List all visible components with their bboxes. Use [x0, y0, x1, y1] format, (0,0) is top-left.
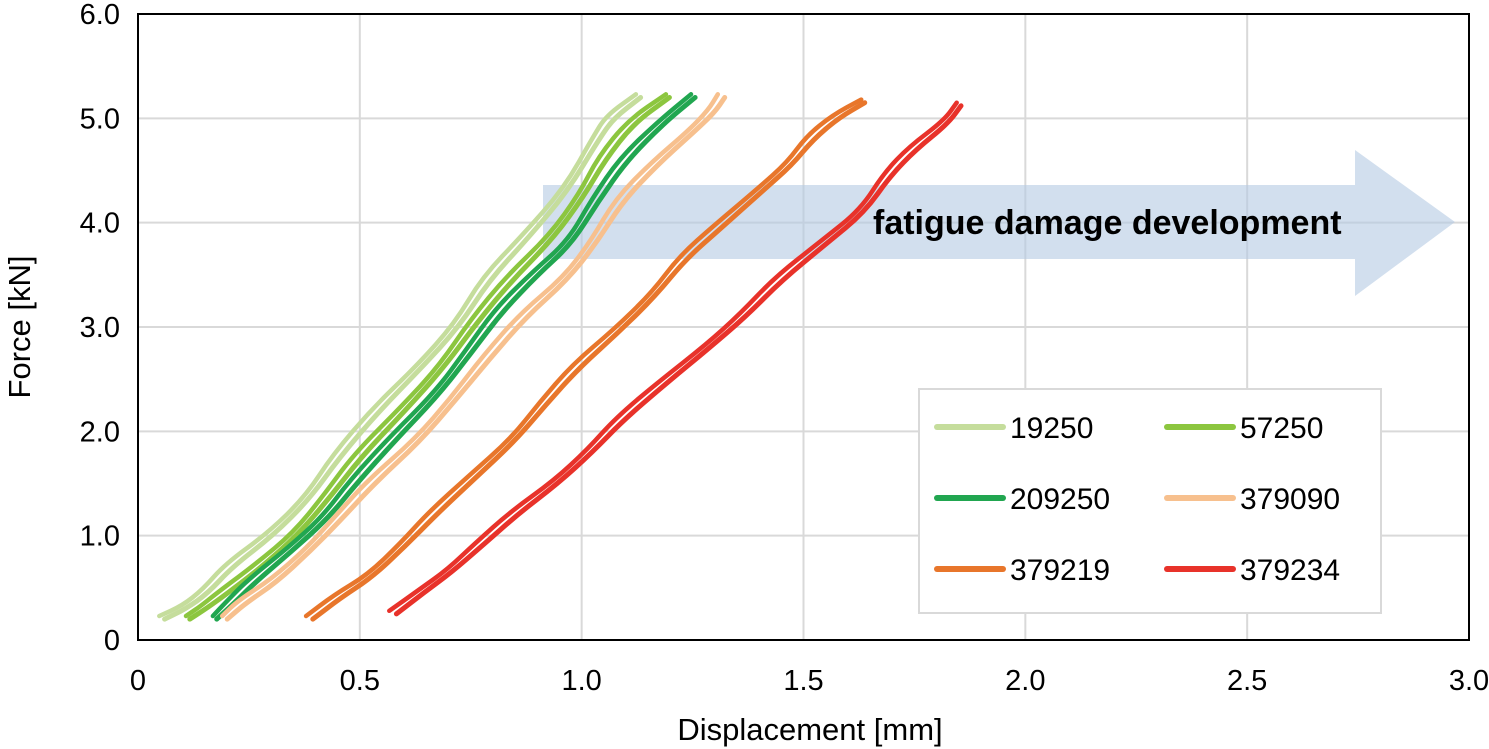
legend-item: 209250 [934, 483, 1110, 516]
x-tick-labels: 0 0.5 1.0 1.5 2.0 2.5 3.0 [130, 665, 1489, 697]
legend-label: 379219 [1010, 554, 1110, 587]
legend-item: 57250 [1164, 412, 1323, 445]
x-tick-label: 1.0 [562, 665, 602, 697]
series-line-unloading [303, 97, 864, 619]
y-tick-label: 1.0 [80, 521, 120, 553]
x-tick-label: 2.0 [1005, 665, 1045, 697]
legend-item: 379219 [934, 554, 1110, 587]
y-tick-labels: 0 1.0 2.0 3.0 4.0 5.0 6.0 [80, 0, 120, 657]
y-axis-label: Force [kN] [2, 256, 37, 399]
series-layer [157, 92, 964, 622]
series-57250 [183, 92, 672, 622]
legend-label: 19250 [1010, 412, 1093, 445]
plot-frame [137, 13, 1470, 641]
legend-label: 379234 [1240, 554, 1340, 587]
series-379234 [387, 100, 964, 617]
legend-item: 379234 [1164, 554, 1340, 587]
y-tick-label: 3.0 [80, 312, 120, 344]
x-tick-label: 0 [130, 665, 146, 697]
series-line-unloading [210, 92, 694, 619]
y-tick-label: 6.0 [80, 0, 120, 31]
y-tick-label: 4.0 [80, 208, 120, 240]
series-line-unloading [387, 100, 959, 614]
annotation: fatigue damage development [873, 204, 1342, 242]
x-tick-label: 0.5 [340, 665, 380, 697]
x-tick-label: 2.5 [1227, 665, 1267, 697]
legend-item: 379090 [1164, 483, 1340, 516]
series-379219 [303, 97, 868, 622]
series-line-loading [187, 95, 672, 622]
y-tick-label: 5.0 [80, 103, 120, 135]
series-line-unloading [219, 92, 721, 619]
legend-label: 209250 [1010, 483, 1110, 516]
series-line-loading [224, 95, 728, 622]
y-tick-label: 2.0 [80, 416, 120, 448]
legend: 19250 57250 209250 379090 379219 379234 [918, 388, 1382, 614]
x-axis-label: Displacement [mm] [677, 712, 942, 747]
series-line-unloading [157, 92, 639, 619]
x-tick-label: 3.0 [1449, 665, 1489, 697]
series-379090 [219, 92, 728, 622]
series-line-loading [310, 100, 868, 622]
y-tick-label: 0 [104, 625, 120, 657]
series-line-unloading [183, 92, 669, 619]
legend-label: 379090 [1240, 483, 1340, 516]
series-209250 [210, 92, 698, 622]
x-tick-label: 1.5 [783, 665, 823, 697]
series-line-loading [214, 95, 698, 622]
series-line-loading [393, 103, 964, 617]
legend-item: 19250 [934, 412, 1093, 445]
legend-label: 57250 [1240, 412, 1323, 445]
series-19250 [157, 92, 644, 622]
series-line-loading [162, 95, 644, 622]
